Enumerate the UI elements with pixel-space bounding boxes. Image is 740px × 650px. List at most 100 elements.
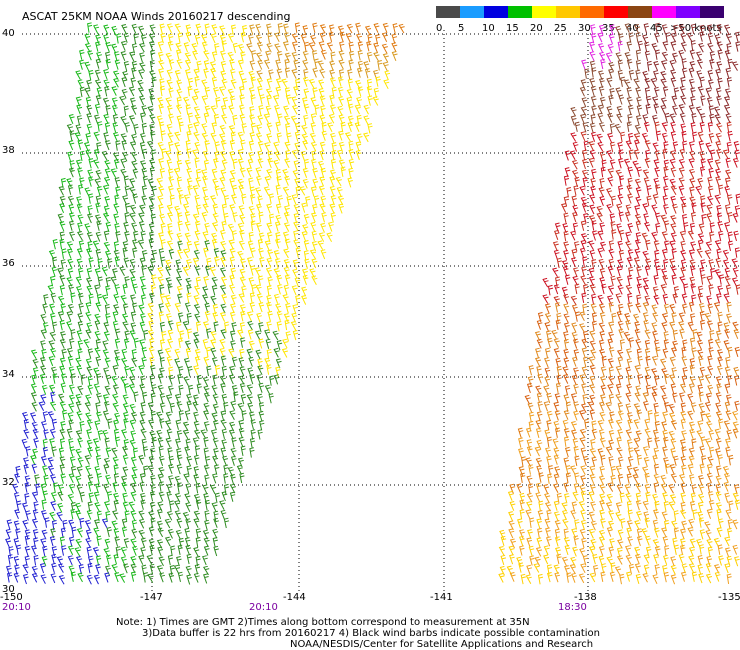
- wind-barb: [591, 420, 597, 431]
- wind-barb: [591, 456, 598, 467]
- wind-barb: [636, 104, 643, 116]
- wind-barb: [23, 419, 30, 430]
- wind-barb: [320, 195, 327, 206]
- wind-barb: [165, 411, 172, 422]
- wind-barb: [690, 265, 696, 277]
- wind-barb: [249, 132, 256, 143]
- wind-barb: [231, 437, 237, 448]
- wind-barb: [608, 240, 615, 251]
- wind-barb: [104, 160, 111, 170]
- wind-barb: [220, 509, 227, 520]
- wind-barb: [670, 167, 677, 178]
- wind-barb: [367, 123, 373, 134]
- wind-barb: [320, 167, 327, 179]
- wind-barb: [725, 446, 731, 458]
- wind-barb: [627, 419, 633, 430]
- wind-barb: [169, 500, 175, 511]
- wind-barb: [51, 446, 57, 457]
- wind-barb: [31, 518, 38, 529]
- wind-barb: [213, 248, 220, 259]
- wind-barb: [644, 374, 651, 386]
- wind-barb: [92, 438, 99, 449]
- wind-barb: [158, 68, 164, 79]
- wind-barb: [561, 502, 568, 512]
- wind-barb: [96, 87, 103, 98]
- wind-barb: [257, 85, 263, 97]
- wind-barb: [726, 429, 733, 440]
- wind-barb: [697, 493, 705, 504]
- wind-barb: [66, 277, 73, 287]
- wind-barb: [112, 393, 119, 404]
- wind-barb: [608, 366, 614, 378]
- wind-barb: [319, 203, 326, 213]
- wind-barb: [284, 58, 290, 70]
- wind-barb: [76, 330, 83, 341]
- wind-barb: [699, 267, 705, 278]
- wind-barb: [294, 122, 301, 133]
- wind-barb: [662, 148, 668, 159]
- wind-barb: [247, 367, 254, 378]
- wind-barb: [698, 303, 705, 314]
- wind-barb: [94, 313, 101, 324]
- wind-barb: [79, 177, 85, 188]
- wind-barb: [312, 67, 319, 78]
- wind-barb: [113, 528, 120, 539]
- wind-barb: [392, 23, 398, 34]
- wind-barb: [139, 141, 146, 153]
- wind-barb: [57, 491, 64, 502]
- wind-barb: [634, 546, 641, 557]
- wind-barb: [608, 546, 615, 557]
- wind-barb: [382, 61, 389, 72]
- wind-barb: [616, 105, 623, 116]
- wind-barb: [203, 421, 210, 432]
- wind-barb: [159, 293, 166, 304]
- wind-barb: [689, 178, 696, 188]
- wind-barb: [129, 258, 136, 269]
- wind-barb: [726, 194, 733, 205]
- wind-barb: [544, 367, 551, 378]
- wind-barb: [95, 94, 102, 106]
- wind-barb: [213, 158, 219, 169]
- wind-barb: [581, 266, 587, 277]
- wind-barb: [161, 331, 167, 342]
- wind-barb: [186, 393, 193, 404]
- wind-barb: [571, 160, 579, 170]
- wind-barb: [681, 520, 687, 531]
- wind-barb: [159, 418, 165, 429]
- wind-barb: [571, 169, 579, 180]
- wind-barb: [168, 572, 175, 583]
- wind-barb: [78, 267, 84, 279]
- wind-barb: [33, 555, 39, 566]
- wind-barb: [608, 94, 614, 106]
- wind-barb: [149, 356, 155, 368]
- wind-barb: [589, 572, 596, 583]
- wind-barb: [652, 114, 658, 126]
- wind-barb: [239, 348, 245, 360]
- wind-barb: [149, 123, 155, 135]
- wind-barb: [25, 446, 31, 457]
- wind-barb: [158, 158, 164, 169]
- wind-barb: [32, 358, 39, 369]
- wind-barb: [616, 266, 623, 277]
- wind-barb: [542, 294, 549, 304]
- wind-barb: [644, 41, 650, 53]
- wind-barb: [302, 59, 309, 70]
- wind-barb: [726, 313, 732, 324]
- wind-barb: [526, 439, 533, 450]
- wind-barb: [121, 348, 128, 359]
- wind-barb: [733, 329, 740, 339]
- wind-barb: [556, 366, 562, 377]
- wind-barb: [572, 491, 579, 502]
- wind-barb: [203, 437, 209, 448]
- wind-barb: [544, 303, 551, 314]
- wind-barb: [616, 484, 623, 495]
- wind-barb: [295, 294, 301, 306]
- wind-barb: [78, 184, 84, 195]
- wind-barb: [301, 295, 308, 305]
- wind-barb: [715, 376, 722, 387]
- wind-barb: [87, 447, 94, 457]
- wind-barb: [138, 365, 145, 376]
- wind-barb: [663, 571, 670, 583]
- wind-barb: [129, 403, 136, 414]
- wind-barb: [653, 553, 659, 564]
